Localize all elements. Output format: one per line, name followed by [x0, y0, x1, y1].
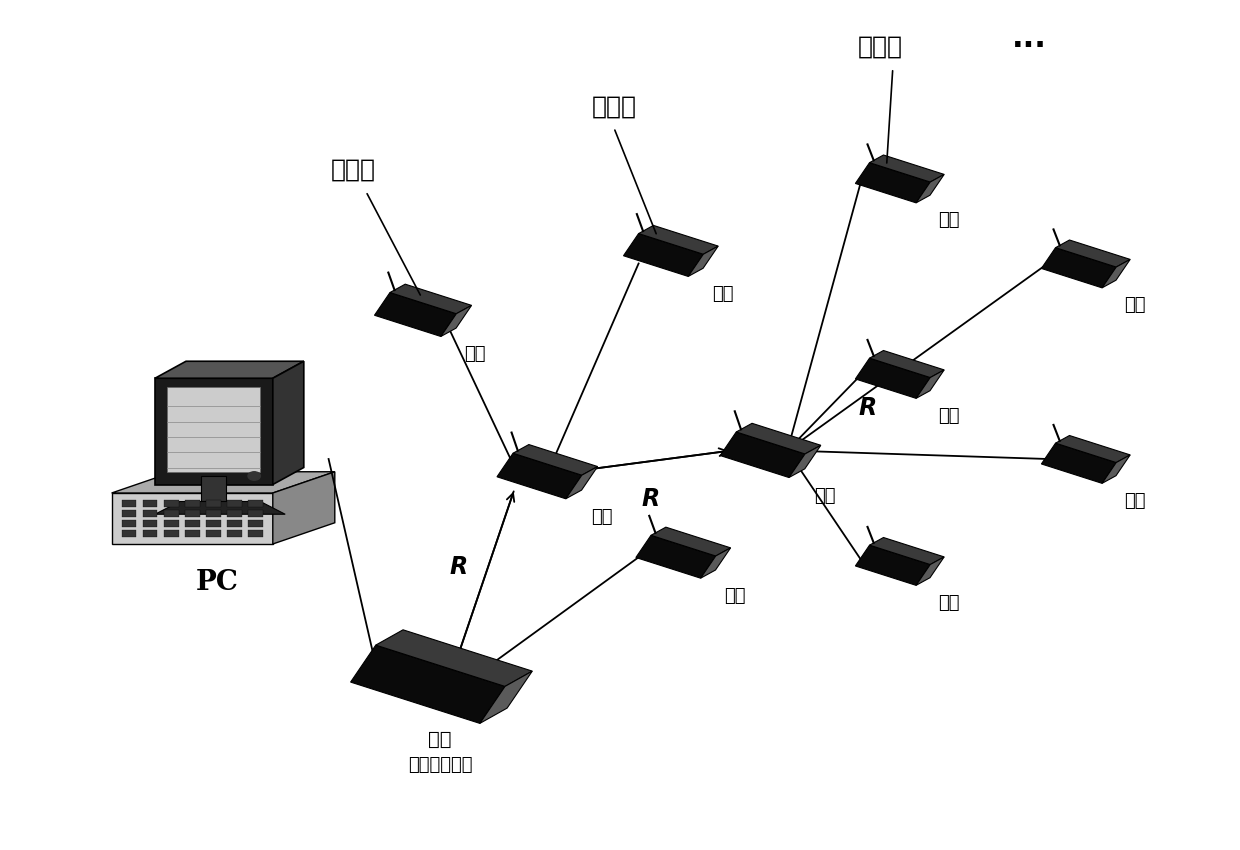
Polygon shape — [374, 292, 456, 337]
Polygon shape — [185, 520, 200, 527]
Text: 节点: 节点 — [813, 486, 836, 505]
Polygon shape — [227, 530, 242, 537]
Polygon shape — [869, 155, 944, 182]
Polygon shape — [441, 305, 471, 337]
Polygon shape — [206, 520, 221, 527]
Text: （分发单元）: （分发单元） — [408, 756, 472, 774]
Polygon shape — [122, 500, 136, 507]
Text: 分组二: 分组二 — [591, 94, 636, 118]
Polygon shape — [185, 530, 200, 537]
Polygon shape — [351, 645, 505, 723]
Polygon shape — [167, 387, 260, 472]
Polygon shape — [164, 510, 179, 517]
Text: 节点: 节点 — [937, 406, 960, 425]
Polygon shape — [248, 500, 263, 507]
Polygon shape — [1055, 240, 1130, 267]
Polygon shape — [185, 510, 200, 517]
Polygon shape — [701, 548, 730, 578]
Polygon shape — [122, 520, 136, 527]
Polygon shape — [1042, 443, 1116, 484]
Polygon shape — [856, 545, 930, 586]
Polygon shape — [248, 520, 263, 527]
Polygon shape — [112, 493, 273, 544]
Bar — [201, 476, 226, 502]
Text: 分组三: 分组三 — [858, 35, 903, 59]
Polygon shape — [227, 520, 242, 527]
Polygon shape — [227, 510, 242, 517]
Polygon shape — [513, 445, 598, 475]
Polygon shape — [273, 472, 335, 544]
Text: 节点: 节点 — [1123, 296, 1146, 314]
Polygon shape — [122, 530, 136, 537]
Text: R: R — [859, 396, 877, 420]
Polygon shape — [122, 510, 136, 517]
Text: 节点: 节点 — [937, 211, 960, 230]
Polygon shape — [624, 234, 703, 276]
Polygon shape — [497, 453, 582, 499]
Polygon shape — [1102, 259, 1130, 288]
Text: 分组一: 分组一 — [331, 158, 376, 182]
Polygon shape — [248, 510, 263, 517]
Polygon shape — [737, 423, 821, 454]
Polygon shape — [480, 672, 532, 723]
Polygon shape — [869, 350, 944, 377]
Text: ···: ··· — [1012, 32, 1047, 61]
Polygon shape — [155, 378, 273, 484]
Polygon shape — [248, 530, 263, 537]
Polygon shape — [143, 510, 157, 517]
Text: R: R — [450, 555, 467, 580]
Polygon shape — [688, 246, 718, 276]
Polygon shape — [376, 630, 532, 687]
Polygon shape — [720, 432, 805, 478]
Polygon shape — [1055, 435, 1130, 462]
Text: PC: PC — [196, 569, 238, 596]
Circle shape — [248, 472, 260, 480]
Polygon shape — [112, 472, 335, 493]
Polygon shape — [164, 500, 179, 507]
Polygon shape — [155, 361, 304, 378]
Text: 节点: 节点 — [1123, 491, 1146, 510]
Polygon shape — [856, 162, 930, 203]
Polygon shape — [185, 500, 200, 507]
Polygon shape — [227, 500, 242, 507]
Text: 节点: 节点 — [724, 586, 746, 605]
Polygon shape — [916, 174, 944, 203]
Polygon shape — [164, 520, 179, 527]
Polygon shape — [155, 502, 285, 514]
Polygon shape — [1102, 455, 1130, 484]
Polygon shape — [916, 370, 944, 399]
Text: 节点: 节点 — [590, 507, 613, 526]
Polygon shape — [389, 284, 471, 314]
Polygon shape — [789, 445, 821, 478]
Polygon shape — [206, 510, 221, 517]
Polygon shape — [565, 467, 598, 499]
Polygon shape — [273, 361, 304, 484]
Polygon shape — [143, 520, 157, 527]
Text: 节点: 节点 — [712, 285, 734, 303]
Polygon shape — [164, 530, 179, 537]
Polygon shape — [1042, 247, 1116, 288]
Text: 基站: 基站 — [429, 730, 451, 749]
Polygon shape — [636, 536, 715, 578]
Polygon shape — [206, 500, 221, 507]
Polygon shape — [143, 530, 157, 537]
Text: 节点: 节点 — [464, 344, 486, 363]
Text: 节点: 节点 — [937, 593, 960, 612]
Polygon shape — [916, 557, 944, 586]
Polygon shape — [651, 527, 730, 556]
Polygon shape — [206, 530, 221, 537]
Polygon shape — [143, 500, 157, 507]
Polygon shape — [869, 537, 944, 564]
Text: R: R — [642, 487, 660, 512]
Polygon shape — [856, 358, 930, 399]
Polygon shape — [639, 225, 718, 254]
